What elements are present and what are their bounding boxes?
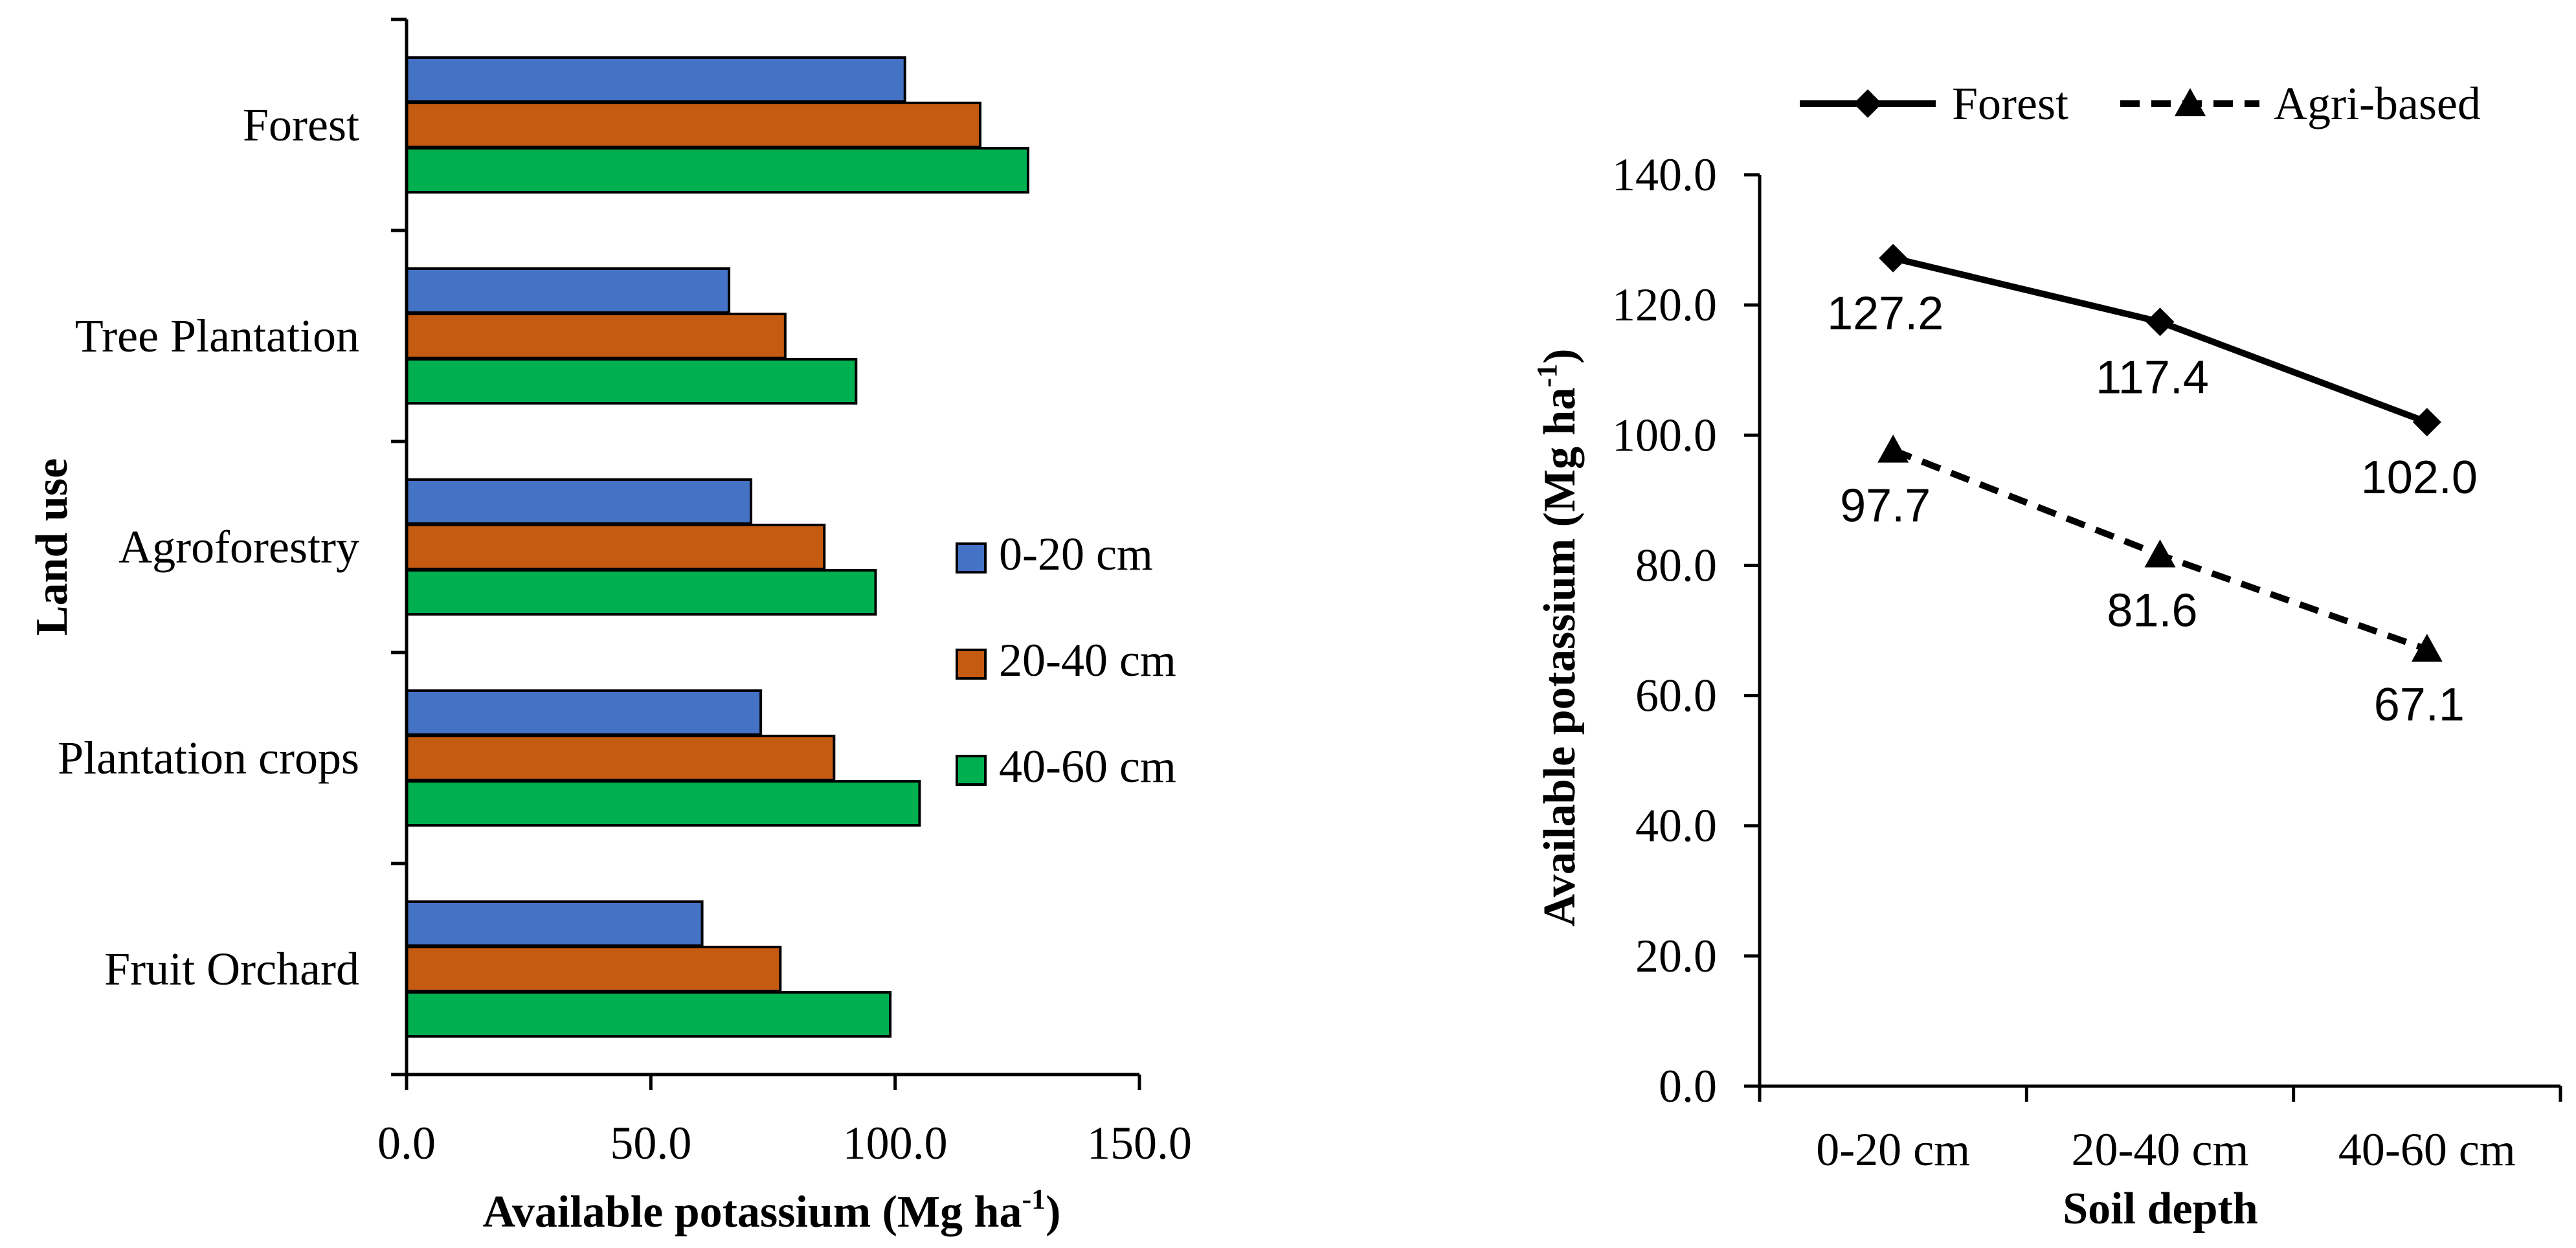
bar-legend: 0-20 cm 20-40 cm 40-60 cm xyxy=(956,528,1176,792)
soil-depth-line-chart: Forest Agri-based 0.0 20.0 40.0 60.0 80.0 100.… xyxy=(1531,78,2562,1234)
diamond-marker xyxy=(1879,243,1908,273)
y-axis-title: Available potassium (Mg ha-1) xyxy=(1531,349,1585,927)
category-label: Forest xyxy=(243,99,359,151)
data-label: 97.7 xyxy=(1840,480,1931,531)
legend-label: 20-40 cm xyxy=(999,634,1176,686)
y-tick-label: 0.0 xyxy=(1659,1060,1717,1112)
x-tick-label: 100.0 xyxy=(843,1117,948,1169)
y-tick-label: 120.0 xyxy=(1612,279,1717,331)
bar xyxy=(405,524,826,570)
legend-swatch xyxy=(956,755,987,786)
y-tick-label: 20.0 xyxy=(1635,930,1717,982)
legend-label: Forest xyxy=(1952,78,2068,129)
legend-label: 0-20 cm xyxy=(999,528,1153,580)
bar xyxy=(405,313,787,359)
y-axis-ticks: 0.0 20.0 40.0 60.0 80.0 100.0 120.0 140.0 xyxy=(1612,149,1760,1112)
category-label: Fruit Orchard xyxy=(104,943,359,995)
triangle-marker xyxy=(2144,539,2176,568)
bar xyxy=(405,946,782,992)
x-tick-label: 150.0 xyxy=(1087,1117,1192,1169)
bar xyxy=(405,102,981,148)
land-use-bar-chart: Forest Tree Plantation Agroforestry Plantat… xyxy=(27,17,1192,1237)
data-label: 81.6 xyxy=(2107,585,2197,636)
data-label: 67.1 xyxy=(2374,679,2465,731)
data-labels: 127.2 117.4 102.0 97.7 81.6 67.1 xyxy=(1827,288,2478,731)
data-label: 117.4 xyxy=(2096,351,2209,403)
bar xyxy=(405,267,731,314)
legend-label: Agri-based xyxy=(2274,78,2481,129)
bar xyxy=(405,689,763,736)
y-axis-ticks xyxy=(391,17,407,1076)
bar xyxy=(405,147,1029,194)
bar xyxy=(405,735,836,781)
bar xyxy=(405,358,858,405)
data-label: 102.0 xyxy=(2361,452,2478,504)
triangle-marker xyxy=(2411,634,2443,662)
bar xyxy=(405,991,892,1038)
triangle-marker xyxy=(1877,434,1909,463)
x-tick-label: 20-40 cm xyxy=(2072,1124,2249,1176)
x-tick-labels: 0-20 cm 20-40 cm 40-60 cm xyxy=(1816,1124,2516,1176)
x-axis-title: Soil depth xyxy=(2063,1184,2258,1234)
series-markers xyxy=(1877,243,2443,662)
legend-swatch xyxy=(956,649,987,680)
triangle-marker xyxy=(2175,88,2206,117)
diamond-marker xyxy=(1854,89,1882,118)
y-tick-label: 140.0 xyxy=(1612,149,1717,201)
y-tick-label: 100.0 xyxy=(1612,409,1717,461)
x-tick-label: 0.0 xyxy=(377,1117,436,1169)
bar xyxy=(405,56,906,103)
data-label: 127.2 xyxy=(1827,288,1943,340)
bar xyxy=(405,478,753,525)
bar xyxy=(405,780,921,827)
category-label: Agroforestry xyxy=(118,521,359,573)
line-legend: Forest Agri-based xyxy=(1800,78,2481,129)
diamond-marker xyxy=(2145,307,2175,337)
bar xyxy=(405,900,704,947)
y-tick-label: 40.0 xyxy=(1635,800,1717,852)
bar xyxy=(405,569,877,616)
category-label: Plantation crops xyxy=(58,732,359,784)
bars-group xyxy=(405,56,1029,1038)
x-tick-labels: 0.0 50.0 100.0 150.0 xyxy=(377,1117,1192,1169)
x-axis-ticks xyxy=(405,1075,1141,1090)
x-tick-label: 40-60 cm xyxy=(2338,1124,2516,1176)
diamond-marker xyxy=(2412,408,2441,437)
x-axis-title: Available potassium (Mg ha-1) xyxy=(483,1183,1061,1237)
y-axis-title: Land use xyxy=(27,458,77,636)
legend-swatch xyxy=(956,542,987,574)
x-axis-ticks xyxy=(1758,1086,2562,1102)
x-tick-label: 50.0 xyxy=(610,1117,691,1169)
legend-label: 40-60 cm xyxy=(999,741,1176,792)
category-labels: Forest Tree Plantation Agroforestry Plantat… xyxy=(58,99,359,995)
y-tick-label: 80.0 xyxy=(1635,539,1717,591)
x-tick-label: 0-20 cm xyxy=(1816,1124,1970,1176)
category-label: Tree Plantation xyxy=(75,310,359,362)
y-tick-label: 60.0 xyxy=(1635,670,1717,722)
